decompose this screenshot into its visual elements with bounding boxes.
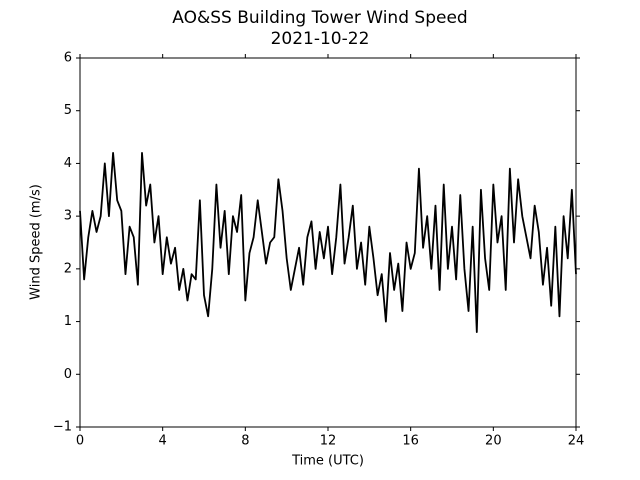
y-tick-label: 3 xyxy=(64,209,72,224)
x-tick-label: 24 xyxy=(568,434,585,449)
y-tick-label: −1 xyxy=(53,420,72,435)
y-tick-label: 2 xyxy=(64,261,72,276)
y-tick-label: 1 xyxy=(64,314,72,329)
x-tick-label: 16 xyxy=(402,434,419,449)
chart-title: AO&SS Building Tower Wind Speed xyxy=(172,8,467,28)
plot-frame xyxy=(79,57,577,428)
x-tick-label: 4 xyxy=(159,434,167,449)
wind-speed-line xyxy=(79,151,577,334)
x-tick-label: 20 xyxy=(485,434,502,449)
y-tick-label: 0 xyxy=(64,367,72,382)
x-axis-label: Time (UTC) xyxy=(291,454,364,469)
y-tick-label: 6 xyxy=(64,51,72,66)
chart-subtitle: 2021-10-22 xyxy=(271,29,370,49)
y-tick-label: 5 xyxy=(64,103,72,118)
x-tick-label: 0 xyxy=(76,434,84,449)
x-tick-label: 8 xyxy=(241,434,249,449)
y-tick-label: 4 xyxy=(64,156,72,171)
y-axis-label: Wind Speed (m/s) xyxy=(29,184,44,300)
x-tick-label: 12 xyxy=(320,434,337,449)
